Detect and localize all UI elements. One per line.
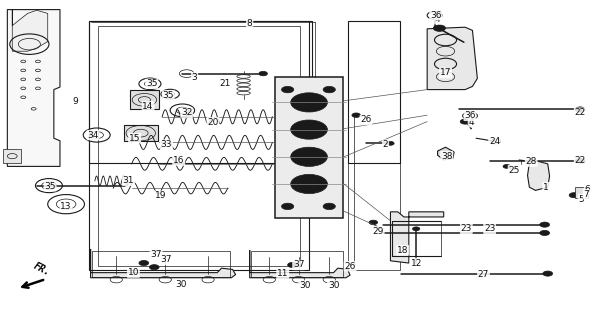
- Text: 36: 36: [465, 111, 476, 120]
- Text: 9: 9: [72, 97, 78, 106]
- Bar: [575, 187, 588, 198]
- Bar: [251, 251, 343, 277]
- Text: 3: 3: [192, 73, 198, 82]
- Circle shape: [352, 113, 360, 117]
- Text: 29: 29: [373, 227, 384, 236]
- Polygon shape: [438, 147, 454, 160]
- Bar: [92, 251, 230, 277]
- Text: 20: 20: [207, 118, 218, 127]
- Text: 17: 17: [440, 68, 451, 77]
- Circle shape: [369, 220, 378, 225]
- Text: 14: 14: [143, 102, 154, 111]
- Text: 38: 38: [441, 152, 452, 161]
- Text: 2: 2: [382, 140, 389, 149]
- Circle shape: [323, 86, 335, 93]
- Text: 26: 26: [360, 116, 371, 124]
- Polygon shape: [7, 10, 60, 166]
- Bar: [89, 21, 312, 163]
- Text: 25: 25: [509, 166, 520, 175]
- Text: FR.: FR.: [31, 261, 52, 278]
- Text: 34: 34: [88, 131, 99, 140]
- Circle shape: [575, 158, 585, 163]
- Text: 19: 19: [155, 191, 166, 200]
- Text: 4: 4: [468, 118, 474, 127]
- Text: 35: 35: [146, 79, 157, 88]
- Text: 1: 1: [543, 183, 549, 192]
- Polygon shape: [528, 161, 550, 190]
- Circle shape: [288, 262, 297, 268]
- Circle shape: [291, 147, 327, 166]
- Polygon shape: [390, 212, 444, 263]
- Text: 15: 15: [129, 134, 140, 143]
- Text: 30: 30: [175, 280, 186, 289]
- Text: 18: 18: [397, 246, 408, 255]
- Circle shape: [323, 203, 335, 210]
- Circle shape: [412, 227, 420, 231]
- Polygon shape: [91, 249, 236, 278]
- Circle shape: [139, 260, 149, 266]
- Circle shape: [460, 119, 470, 124]
- Circle shape: [291, 174, 327, 194]
- Polygon shape: [130, 90, 159, 109]
- Text: 30: 30: [328, 281, 339, 290]
- Circle shape: [433, 25, 446, 31]
- Text: 37: 37: [151, 250, 162, 259]
- Bar: [89, 21, 309, 270]
- Text: 11: 11: [277, 269, 288, 278]
- Text: 12: 12: [411, 259, 422, 268]
- Polygon shape: [427, 27, 477, 90]
- Text: 22: 22: [575, 156, 586, 165]
- Polygon shape: [124, 125, 158, 141]
- Circle shape: [540, 222, 550, 227]
- Bar: [98, 26, 300, 266]
- Polygon shape: [250, 250, 350, 278]
- Text: 36: 36: [430, 11, 441, 20]
- Text: 22: 22: [575, 108, 586, 117]
- Text: 13: 13: [61, 202, 72, 211]
- Text: 8: 8: [247, 19, 253, 28]
- Text: 35: 35: [163, 91, 174, 100]
- Bar: [348, 21, 400, 163]
- Text: 21: 21: [220, 79, 231, 88]
- Circle shape: [282, 203, 294, 210]
- Text: 31: 31: [123, 176, 134, 185]
- Text: 28: 28: [526, 157, 537, 166]
- Text: 30: 30: [299, 281, 310, 290]
- Bar: [348, 163, 400, 270]
- Text: 16: 16: [173, 156, 184, 165]
- Polygon shape: [12, 10, 48, 51]
- Circle shape: [575, 107, 585, 112]
- Circle shape: [291, 93, 327, 112]
- Text: 5: 5: [578, 195, 584, 204]
- Text: 32: 32: [181, 108, 192, 117]
- Text: 27: 27: [478, 270, 489, 279]
- Text: 37: 37: [161, 255, 172, 264]
- Circle shape: [291, 120, 327, 139]
- Circle shape: [540, 230, 550, 236]
- Text: 10: 10: [128, 268, 139, 277]
- Circle shape: [282, 86, 294, 93]
- Circle shape: [387, 141, 394, 145]
- Circle shape: [503, 164, 510, 168]
- Bar: [3, 149, 21, 163]
- Text: 6: 6: [584, 185, 591, 194]
- Text: 23: 23: [461, 224, 472, 233]
- Text: 33: 33: [161, 140, 172, 149]
- Text: 4: 4: [435, 15, 441, 24]
- Circle shape: [259, 71, 267, 76]
- Text: 23: 23: [484, 224, 495, 233]
- Text: 35: 35: [45, 182, 56, 191]
- Text: 7: 7: [583, 190, 589, 199]
- Circle shape: [149, 265, 159, 270]
- Text: 24: 24: [489, 137, 500, 146]
- Text: 26: 26: [345, 262, 356, 271]
- Circle shape: [569, 193, 579, 198]
- Text: 37: 37: [293, 260, 304, 269]
- Circle shape: [543, 271, 553, 276]
- Polygon shape: [275, 77, 343, 218]
